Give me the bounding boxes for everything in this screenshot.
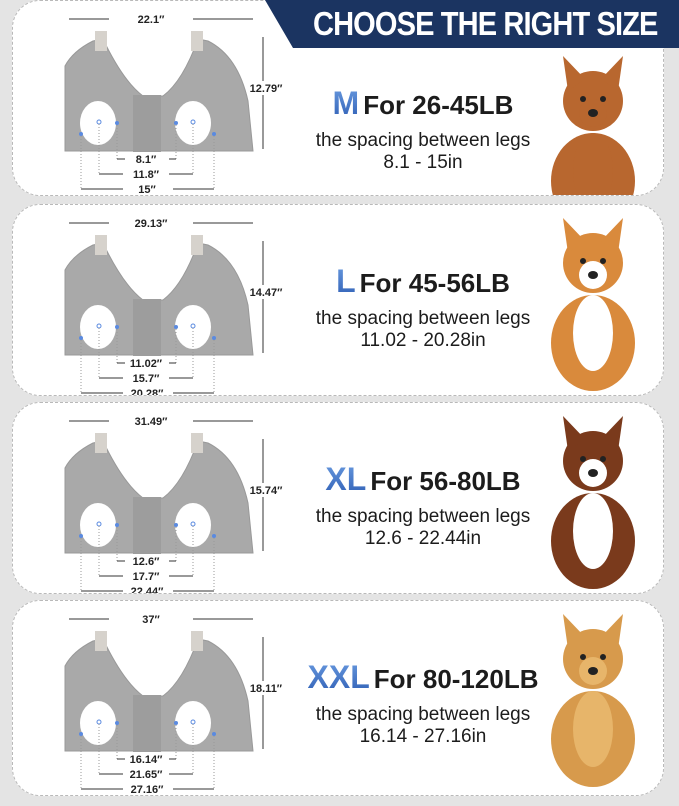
weight-range: For 80-120LB bbox=[373, 664, 539, 694]
vest-diagram: 29.13″ 11.02″ 15.7″ 20.28″ 14.47″ bbox=[64, 215, 283, 396]
size-label: M bbox=[332, 85, 360, 121]
width-dimension: 37″ bbox=[142, 614, 160, 626]
size-info: XXL For 80-120LB the spacing between legs… bbox=[283, 659, 563, 748]
outer-leg-dimension: 20.28″ bbox=[131, 388, 165, 396]
size-label: XXL bbox=[307, 659, 370, 695]
spacing-range: 16.14 - 27.16in bbox=[359, 726, 487, 747]
height-dimension: 15.74″ bbox=[250, 485, 283, 497]
spacing-range: 11.02 - 20.28in bbox=[360, 330, 486, 351]
center-leg-dimension: 21.65″ bbox=[130, 769, 164, 781]
inner-leg-dimension: 12.6″ bbox=[133, 556, 160, 568]
height-dimension: 18.11″ bbox=[250, 683, 283, 695]
weight-range: For 45-56LB bbox=[359, 268, 510, 298]
spacing-caption: the spacing between legs bbox=[315, 130, 531, 151]
outer-leg-dimension: 22.44″ bbox=[131, 586, 165, 594]
center-leg-dimension: 11.8″ bbox=[133, 169, 160, 181]
vest-diagram: 22.1″ 8.1″ 11.8″ 15″ 12.79″ bbox=[64, 11, 283, 196]
size-label: L bbox=[336, 263, 356, 299]
dog-photo-border-collie bbox=[551, 416, 635, 589]
outer-leg-dimension: 27.16″ bbox=[131, 784, 165, 796]
height-dimension: 12.79″ bbox=[250, 83, 283, 95]
header-banner: CHOOSE THE RIGHT SIZE bbox=[265, 0, 679, 48]
size-card-l: 29.13″ 11.02″ 15.7″ 20.28″ 14.47″ L For 4… bbox=[12, 204, 664, 396]
width-dimension: 31.49″ bbox=[135, 416, 169, 428]
weight-range: For 56-80LB bbox=[370, 466, 521, 496]
banner-title: CHOOSE THE RIGHT SIZE bbox=[313, 5, 658, 42]
size-info: L For 45-56LB the spacing between legs 11.… bbox=[283, 263, 563, 352]
size-card-xl: 31.49″ 12.6″ 17.7″ 22.44″ 15.74″ XL For 5… bbox=[12, 402, 664, 594]
vest-diagram: 37″ 16.14″ 21.65″ 27.16″ 18.11″ bbox=[64, 611, 283, 796]
spacing-caption: the spacing between legs bbox=[315, 308, 531, 329]
size-card-xxl: 37″ 16.14″ 21.65″ 27.16″ 18.11″ XXL For 8… bbox=[12, 600, 664, 796]
width-dimension: 29.13″ bbox=[135, 218, 169, 230]
outer-leg-dimension: 15″ bbox=[138, 184, 156, 196]
width-dimension: 22.1″ bbox=[138, 14, 165, 26]
inner-leg-dimension: 11.02″ bbox=[130, 358, 163, 370]
size-label: XL bbox=[325, 461, 367, 497]
spacing-caption: the spacing between legs bbox=[315, 506, 531, 527]
size-info: M For 26-45LB the spacing between legs 8.1… bbox=[283, 85, 563, 174]
center-leg-dimension: 17.7″ bbox=[133, 571, 160, 583]
dog-photo-french-bulldog bbox=[551, 56, 635, 195]
vest-diagram: 31.49″ 12.6″ 17.7″ 22.44″ 15.74″ bbox=[64, 413, 283, 594]
inner-leg-dimension: 16.14″ bbox=[130, 754, 164, 766]
dog-photo-corgi bbox=[551, 218, 635, 391]
spacing-range: 12.6 - 22.44in bbox=[364, 528, 482, 549]
height-dimension: 14.47″ bbox=[250, 287, 283, 299]
dog-photo-golden-retriever bbox=[551, 614, 635, 787]
center-leg-dimension: 15.7″ bbox=[133, 373, 160, 385]
spacing-range: 8.1 - 15in bbox=[383, 152, 463, 173]
weight-range: For 26-45LB bbox=[363, 90, 514, 120]
spacing-caption: the spacing between legs bbox=[315, 704, 531, 725]
size-info: XL For 56-80LB the spacing between legs 12… bbox=[283, 461, 563, 550]
inner-leg-dimension: 8.1″ bbox=[136, 154, 157, 166]
